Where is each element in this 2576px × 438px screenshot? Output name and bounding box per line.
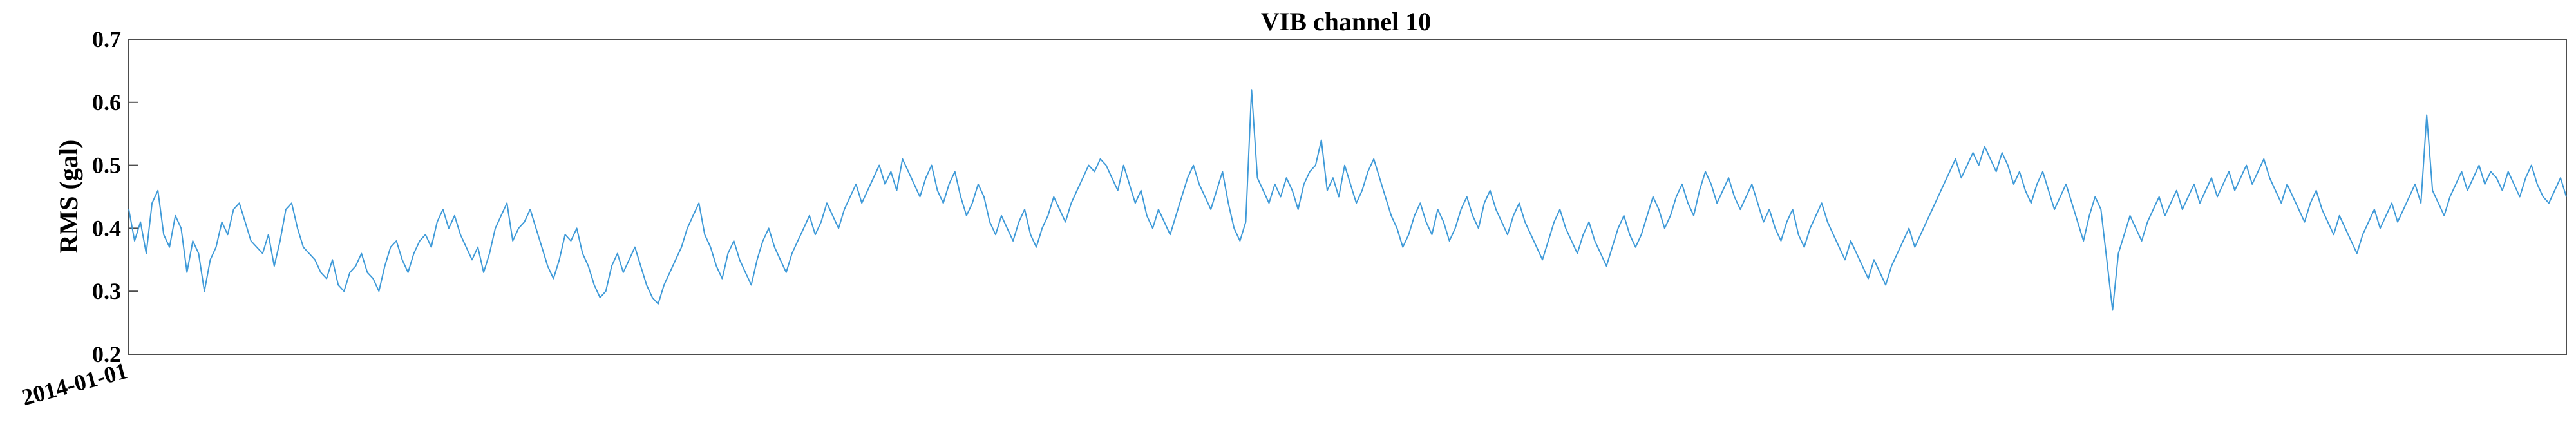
y-tick-label: 0.3 bbox=[92, 278, 121, 304]
y-tick-label: 0.7 bbox=[92, 26, 121, 52]
y-tick-label: 0.2 bbox=[92, 341, 121, 367]
series-line bbox=[128, 89, 2567, 311]
y-tick-label: 0.5 bbox=[92, 153, 121, 178]
y-axis-label: RMS (gal) bbox=[54, 140, 83, 254]
plot-area bbox=[128, 39, 2567, 355]
chart-title: VIB channel 10 bbox=[1261, 7, 1432, 36]
y-tick-label: 0.6 bbox=[92, 90, 121, 115]
y-tick-label: 0.4 bbox=[92, 215, 121, 241]
y-axis: 0.2 0.3 0.4 0.5 0.6 0.7 bbox=[92, 26, 138, 367]
